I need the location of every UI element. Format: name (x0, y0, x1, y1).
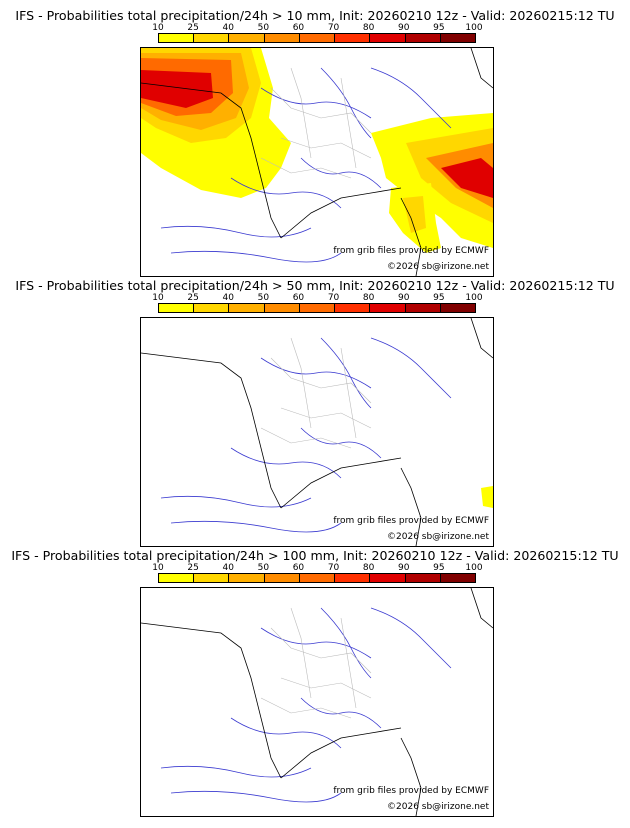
color-scale-tick-label: 70 (327, 23, 340, 33)
panel-title: IFS - Probabilities total precipitation/… (11, 548, 619, 563)
precip-shading (141, 48, 493, 253)
color-scale-swatch (299, 34, 336, 42)
color-scale-tick-label: 100 (465, 293, 483, 303)
color-scale-tick-label: 50 (257, 293, 270, 303)
copyright: ©2026 sb@irizone.net (387, 262, 489, 272)
color-scale (158, 303, 476, 313)
color-scale-tick-label: 10 (152, 563, 164, 573)
map-canvas (141, 318, 493, 546)
map-france: from grib files provided by ECMWF ©2026 … (140, 587, 494, 817)
borders (260, 337, 372, 449)
color-scale-swatch (370, 304, 406, 312)
color-scale-swatch (194, 304, 230, 312)
color-scale-labels: 10 25 40 50 60 70 80 90 95 100 (152, 563, 493, 573)
color-scale-tick-label: 60 (292, 563, 305, 573)
color-scale-swatch (299, 574, 336, 582)
color-scale-swatch (335, 574, 371, 582)
rivers (160, 337, 452, 533)
color-scale-swatch (229, 574, 265, 582)
coastline (141, 318, 493, 546)
color-scale-tick-label: 60 (292, 23, 305, 33)
color-scale-tick-label: 95 (433, 563, 445, 573)
coastline (141, 48, 493, 276)
color-scale-swatch (194, 34, 230, 42)
color-scale-tick-label: 25 (187, 293, 199, 303)
color-scale (158, 33, 476, 43)
color-scale-labels: 10 25 40 50 60 70 80 90 95 100 (152, 293, 493, 303)
color-scale-swatch (264, 34, 300, 42)
color-scale-swatch (440, 304, 475, 312)
copyright: ©2026 sb@irizone.net (387, 532, 489, 542)
borders (260, 607, 372, 719)
map-canvas (141, 48, 493, 276)
precip-area-alps (481, 486, 493, 508)
color-scale-tick-label: 90 (398, 563, 410, 573)
color-scale-tick-label: 80 (362, 563, 375, 573)
forecast-panel-10mm: IFS - Probabilities total precipitation/… (0, 8, 630, 278)
color-scale-tick-label: 90 (398, 293, 410, 303)
color-scale-tick-label: 70 (327, 293, 340, 303)
map-france: from grib files provided by ECMWF ©2026 … (140, 317, 494, 547)
color-scale-tick-label: 100 (465, 23, 483, 33)
panel-title: IFS - Probabilities total precipitation/… (15, 8, 615, 23)
color-scale-swatch (405, 574, 441, 582)
color-scale-tick-label: 60 (292, 293, 305, 303)
color-scale-swatch (264, 574, 300, 582)
color-scale-swatch (405, 304, 441, 312)
color-scale-swatch (229, 304, 265, 312)
color-scale-swatch (159, 574, 195, 582)
panel-title: IFS - Probabilities total precipitation/… (15, 278, 615, 293)
color-scale-swatch (159, 304, 195, 312)
color-scale-swatch (405, 34, 441, 42)
borders (260, 67, 372, 179)
color-scale-tick-label: 40 (222, 23, 234, 33)
rivers (160, 607, 452, 803)
color-scale-tick-label: 80 (362, 293, 375, 303)
map-canvas (141, 588, 493, 816)
rivers (160, 67, 452, 263)
color-scale (158, 573, 476, 583)
color-scale-swatch (370, 34, 406, 42)
color-scale-tick-label: 80 (362, 23, 375, 33)
map-france: from grib files provided by ECMWF ©2026 … (140, 47, 494, 277)
color-scale-swatch (440, 34, 475, 42)
forecast-panel-50mm: IFS - Probabilities total precipitation/… (0, 278, 630, 548)
color-scale-labels: 10 25 40 50 60 70 80 90 95 100 (152, 23, 493, 33)
color-scale-tick-label: 70 (327, 563, 340, 573)
color-scale-tick-label: 10 (152, 293, 164, 303)
color-scale-tick-label: 95 (433, 293, 445, 303)
color-scale-tick-label: 25 (187, 563, 199, 573)
color-scale-tick-label: 50 (257, 563, 270, 573)
color-scale-tick-label: 40 (222, 293, 234, 303)
color-scale-swatch (370, 574, 406, 582)
source-credit: from grib files provided by ECMWF (333, 786, 489, 796)
source-credit: from grib files provided by ECMWF (333, 516, 489, 526)
precip-shading (481, 486, 493, 508)
color-scale-tick-label: 10 (152, 23, 164, 33)
color-scale-swatch (194, 574, 230, 582)
copyright: ©2026 sb@irizone.net (387, 802, 489, 812)
color-scale-swatch (229, 34, 265, 42)
color-scale-tick-label: 25 (187, 23, 199, 33)
coastline (141, 588, 493, 816)
color-scale-tick-label: 90 (398, 23, 410, 33)
color-scale-swatch (159, 34, 195, 42)
color-scale-swatch (440, 574, 475, 582)
color-scale-tick-label: 40 (222, 563, 234, 573)
source-credit: from grib files provided by ECMWF (333, 246, 489, 256)
color-scale-tick-label: 100 (465, 563, 483, 573)
color-scale-swatch (335, 304, 371, 312)
color-scale-swatch (335, 34, 371, 42)
color-scale-swatch (299, 304, 336, 312)
forecast-panel-100mm: IFS - Probabilities total precipitation/… (0, 548, 630, 818)
color-scale-tick-label: 50 (257, 23, 270, 33)
color-scale-swatch (264, 304, 300, 312)
color-scale-tick-label: 95 (433, 23, 445, 33)
